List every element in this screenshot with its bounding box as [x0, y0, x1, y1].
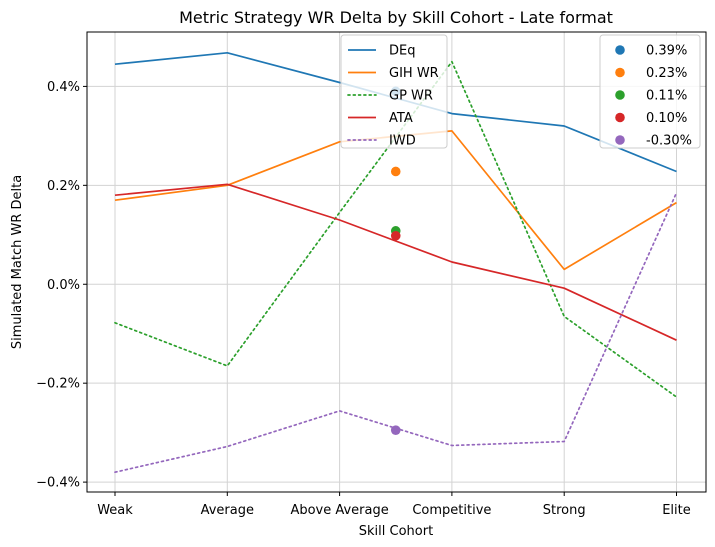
- legend-marker-dot: [615, 112, 625, 123]
- x-tick-label: Strong: [543, 503, 586, 518]
- legend-series: DEq GIH WR GP WR ATA IWD: [340, 34, 448, 149]
- chart-title: Metric Strategy WR Delta by Skill Cohort…: [179, 8, 613, 27]
- legend-marker-dot: [615, 135, 625, 145]
- average-marker-point: [390, 425, 401, 435]
- legend-marker-label: 0.10%: [646, 111, 687, 126]
- legend-series-label: ATA: [389, 111, 413, 126]
- tick-layer: Weak Average Above Average Competitive Stron…: [36, 80, 691, 518]
- series-line-gih-wr: [114, 130, 677, 271]
- legend-marker-label: 0.39%: [646, 44, 687, 59]
- legend-series-label: IWD: [389, 134, 416, 149]
- legend-markers-box: [599, 34, 701, 149]
- x-tick-label: Competitive: [412, 503, 491, 518]
- legend-marker-dot: [615, 90, 625, 100]
- legend-series-label: GP WR: [389, 89, 433, 104]
- legend-marker-label: 0.23%: [646, 66, 687, 81]
- average-marker-point: [390, 166, 401, 177]
- y-tick-label: −0.2%: [36, 377, 80, 392]
- series-line-ata: [114, 183, 677, 341]
- x-tick-label: Average: [201, 503, 254, 518]
- average-marker-point: [390, 230, 401, 241]
- y-tick-label: 0.4%: [47, 80, 80, 95]
- legend-marker-dot: [615, 67, 625, 78]
- legend-series-box: [340, 34, 448, 149]
- legend-marker-label: 0.11%: [646, 89, 687, 104]
- y-axis-title: Simulated Match WR Delta: [10, 175, 25, 349]
- x-tick-label: Weak: [97, 503, 133, 518]
- y-tick-label: 0.0%: [47, 278, 80, 293]
- x-tick-label: Elite: [662, 503, 691, 518]
- legend-marker-label: -0.30%: [646, 134, 692, 149]
- legend-series-label: GIH WR: [389, 66, 439, 81]
- legend-series-label: DEq: [389, 44, 415, 59]
- legend-marker-dot: [615, 45, 625, 55]
- y-tick-label: 0.2%: [47, 179, 80, 194]
- legend-markers: 0.39% 0.23% 0.11% 0.10% -0.30%: [599, 34, 701, 149]
- x-axis-title: Skill Cohort: [359, 524, 433, 539]
- plot-frame: [86, 31, 707, 493]
- y-tick-label: −0.4%: [36, 476, 80, 491]
- x-tick-label: Above Average: [290, 503, 388, 518]
